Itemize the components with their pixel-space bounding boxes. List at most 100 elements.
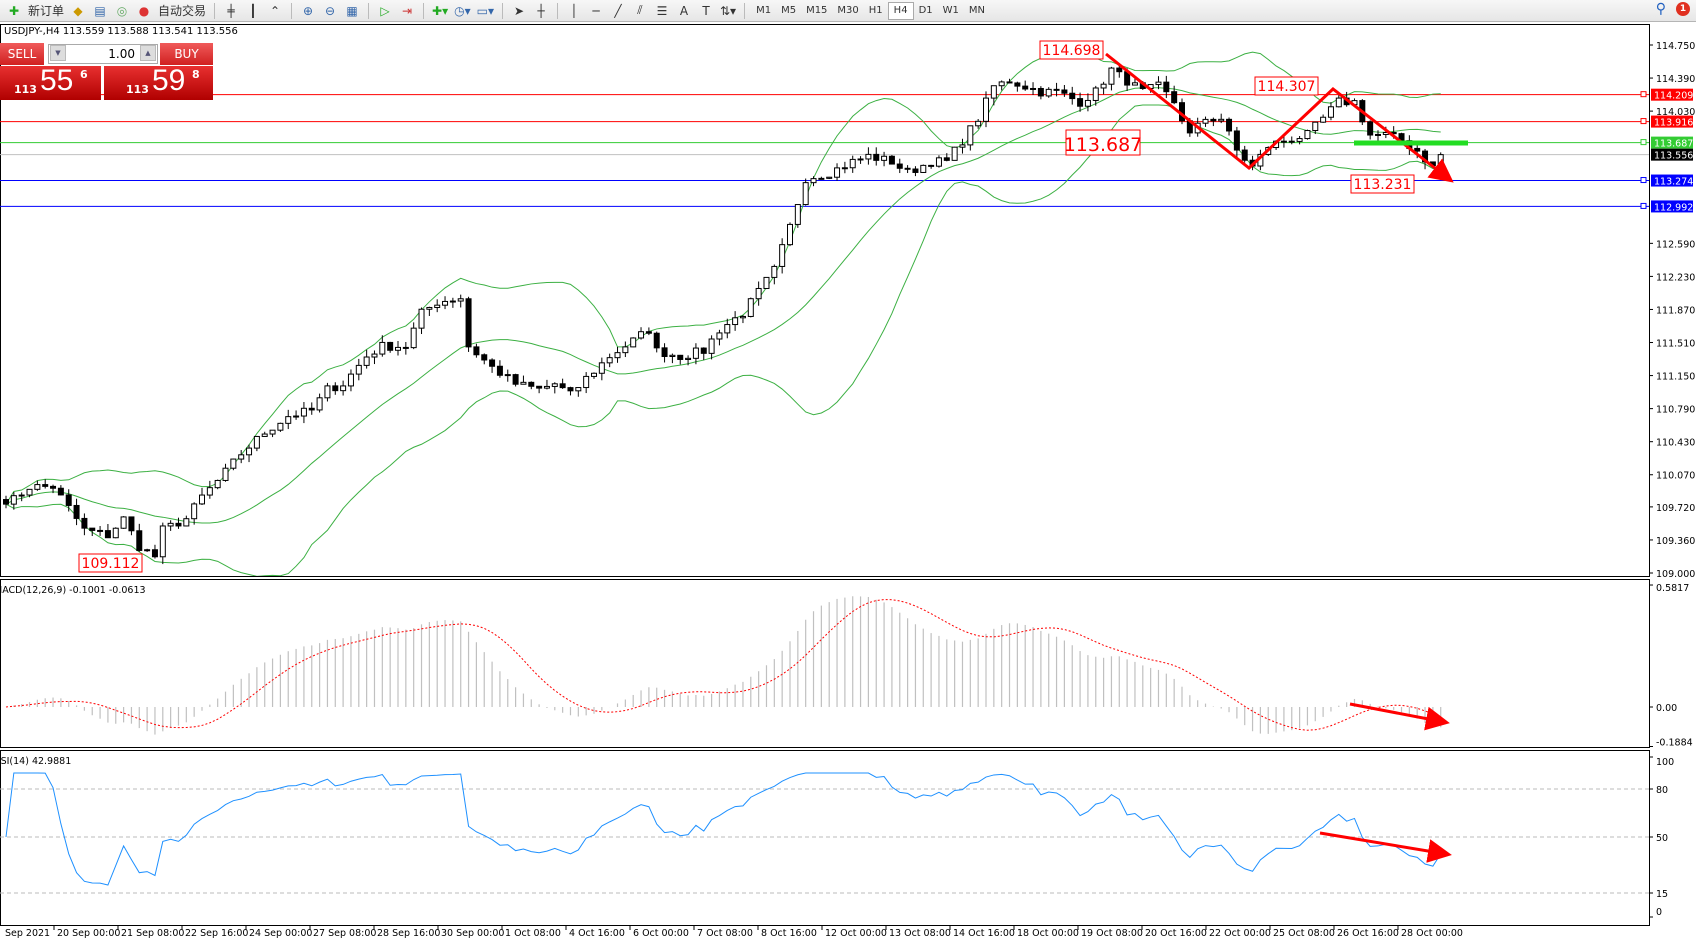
timeframe-m30[interactable]: M30 <box>837 5 859 16</box>
new-order-icon[interactable]: ✚ <box>8 3 20 18</box>
candle-body <box>10 495 17 505</box>
timeframe-w1[interactable]: W1 <box>942 5 959 16</box>
candle-body <box>990 85 997 99</box>
candle-body <box>418 308 425 329</box>
equidistant-channel-icon[interactable]: ⫽ <box>637 3 643 17</box>
candle-body <box>645 331 652 334</box>
candle-body <box>888 155 895 165</box>
macd-pane <box>0 579 1650 748</box>
sell-price[interactable]: 113 55 6 <box>0 64 101 100</box>
search-icon[interactable]: ⚲ <box>1655 1 1666 17</box>
auto-scroll-icon[interactable]: ▷ <box>380 3 390 18</box>
timeframe-h4[interactable]: H4 <box>887 1 914 20</box>
text-icon[interactable]: A <box>679 3 689 18</box>
lot-decrease-icon[interactable]: ▼ <box>50 45 66 61</box>
buy-price-pips: 59 <box>152 64 186 97</box>
candle-body <box>496 365 503 376</box>
price-axis-label: 110.430 <box>1656 438 1695 449</box>
auto-trading-icon[interactable]: ● <box>138 3 150 18</box>
bar-chart-icon[interactable]: ╪ <box>227 3 235 18</box>
candle-body <box>849 158 856 169</box>
buy-price-fraction: 8 <box>192 68 200 81</box>
candle-body <box>1288 140 1295 143</box>
fibonacci-icon[interactable]: ☰ <box>656 3 668 18</box>
cursor-icon[interactable]: ➤ <box>513 3 525 18</box>
timeframe-m1[interactable]: M1 <box>756 5 772 16</box>
candle-body <box>1202 118 1209 124</box>
timeframe-m15[interactable]: M15 <box>806 5 828 16</box>
candle-body <box>834 167 841 178</box>
candle-body <box>810 178 817 184</box>
candle-body <box>65 494 72 506</box>
candle-body <box>543 385 550 389</box>
arrows-icon[interactable]: ⇅▾ <box>719 3 737 18</box>
chart-window[interactable]: 114.698 114.307 113.687 113.231 109.112 114.7… <box>0 24 1696 939</box>
date-axis-label: 18 Oct 00:00 <box>1017 928 1079 939</box>
indicators-icon[interactable]: ✚▾ <box>432 3 449 18</box>
candle-body <box>1171 91 1178 104</box>
zoom-out-icon[interactable]: ⊖ <box>325 3 336 18</box>
candle-body <box>18 494 25 497</box>
crosshair-icon[interactable]: ┼ <box>537 3 545 18</box>
date-axis-label: 13 Oct 08:00 <box>889 928 951 939</box>
candle-body <box>332 385 339 392</box>
auto-trading-button[interactable]: 自动交易 <box>158 4 207 18</box>
notification-badge[interactable]: 1 <box>1676 2 1690 16</box>
date-axis-label: 4 Oct 16:00 <box>569 928 625 939</box>
buy-price[interactable]: 113 59 8 <box>104 64 213 100</box>
candle-body <box>81 517 88 529</box>
candle-body <box>402 346 409 349</box>
timeframe-m5[interactable]: M5 <box>781 5 797 16</box>
price-axis-label: 109.720 <box>1656 503 1695 514</box>
candle-body <box>536 385 543 389</box>
candle-body <box>787 223 793 246</box>
candle-body <box>340 385 347 392</box>
new-order-button[interactable]: 新订单 <box>28 4 65 18</box>
timeframe-d1[interactable]: D1 <box>918 5 933 16</box>
date-axis-label: 21 Sep 08:00 <box>121 928 184 939</box>
templates-icon[interactable]: ▭▾ <box>476 3 494 18</box>
candle-body <box>998 81 1005 87</box>
trendline-icon[interactable]: ╱ <box>614 3 622 18</box>
candle-body <box>1084 99 1091 107</box>
candle-body <box>951 146 958 161</box>
candle-body <box>199 494 205 505</box>
buy-button[interactable]: BUY <box>160 43 213 65</box>
tile-windows-icon[interactable]: ▦ <box>346 3 358 18</box>
rsi-axis-label: 50 <box>1656 833 1668 844</box>
date-axis-label: 22 Sep 16:00 <box>185 928 248 939</box>
candle-body <box>324 385 331 399</box>
candle-body <box>1053 88 1060 91</box>
timeframe-h1[interactable]: H1 <box>868 5 883 16</box>
periods-icon[interactable]: ◷▾ <box>454 3 471 18</box>
candle-body <box>959 144 966 148</box>
text-label-icon[interactable]: T <box>702 3 710 18</box>
timeframe-mn[interactable]: MN <box>968 5 985 16</box>
metaeditor-icon[interactable]: ◆ <box>73 3 83 18</box>
horizontal-line-icon[interactable]: ─ <box>592 3 600 18</box>
zoom-in-icon[interactable]: ⊕ <box>303 3 314 18</box>
chart-shift-icon[interactable]: ⇥ <box>402 3 413 18</box>
price-tag-bg <box>1651 115 1693 128</box>
candle-body <box>1006 81 1013 84</box>
candle-body <box>50 485 57 489</box>
candle-body <box>1241 149 1248 161</box>
candle-body <box>371 353 378 358</box>
date-axis-label: 28 Oct 00:00 <box>1401 928 1463 939</box>
signals-icon[interactable]: ◎ <box>116 3 128 18</box>
price-tag: 113.687 <box>1654 139 1693 150</box>
candlestick-icon[interactable]: ┃ <box>249 3 257 18</box>
candle-body <box>120 516 127 529</box>
date-axis-label: 12 Oct 00:00 <box>825 928 887 939</box>
navigator-icon[interactable]: ▤ <box>94 3 106 18</box>
line-chart-icon[interactable]: ⌃ <box>270 3 281 18</box>
vertical-line-icon[interactable]: │ <box>570 3 578 18</box>
candle-body <box>1233 130 1240 151</box>
price-tag: 113.274 <box>1654 177 1693 188</box>
rsi-axis-label: 100 <box>1656 757 1674 768</box>
lot-size-input[interactable]: 1.00 <box>48 44 158 64</box>
rsi-axis-label: 0 <box>1656 907 1662 918</box>
lot-increase-icon[interactable]: ▲ <box>140 45 156 61</box>
sell-button[interactable]: SELL <box>0 43 44 65</box>
divider <box>744 2 746 19</box>
